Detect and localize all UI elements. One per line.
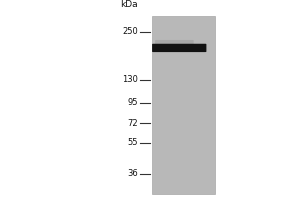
Text: 250: 250 [122, 27, 138, 36]
Text: kDa: kDa [120, 0, 138, 9]
FancyBboxPatch shape [152, 44, 206, 52]
Text: 130: 130 [122, 75, 138, 84]
Text: 55: 55 [128, 138, 138, 147]
Text: 36: 36 [127, 169, 138, 178]
Bar [152, 16, 214, 194]
FancyBboxPatch shape [155, 40, 194, 46]
Text: 72: 72 [128, 119, 138, 128]
Text: 95: 95 [128, 98, 138, 107]
